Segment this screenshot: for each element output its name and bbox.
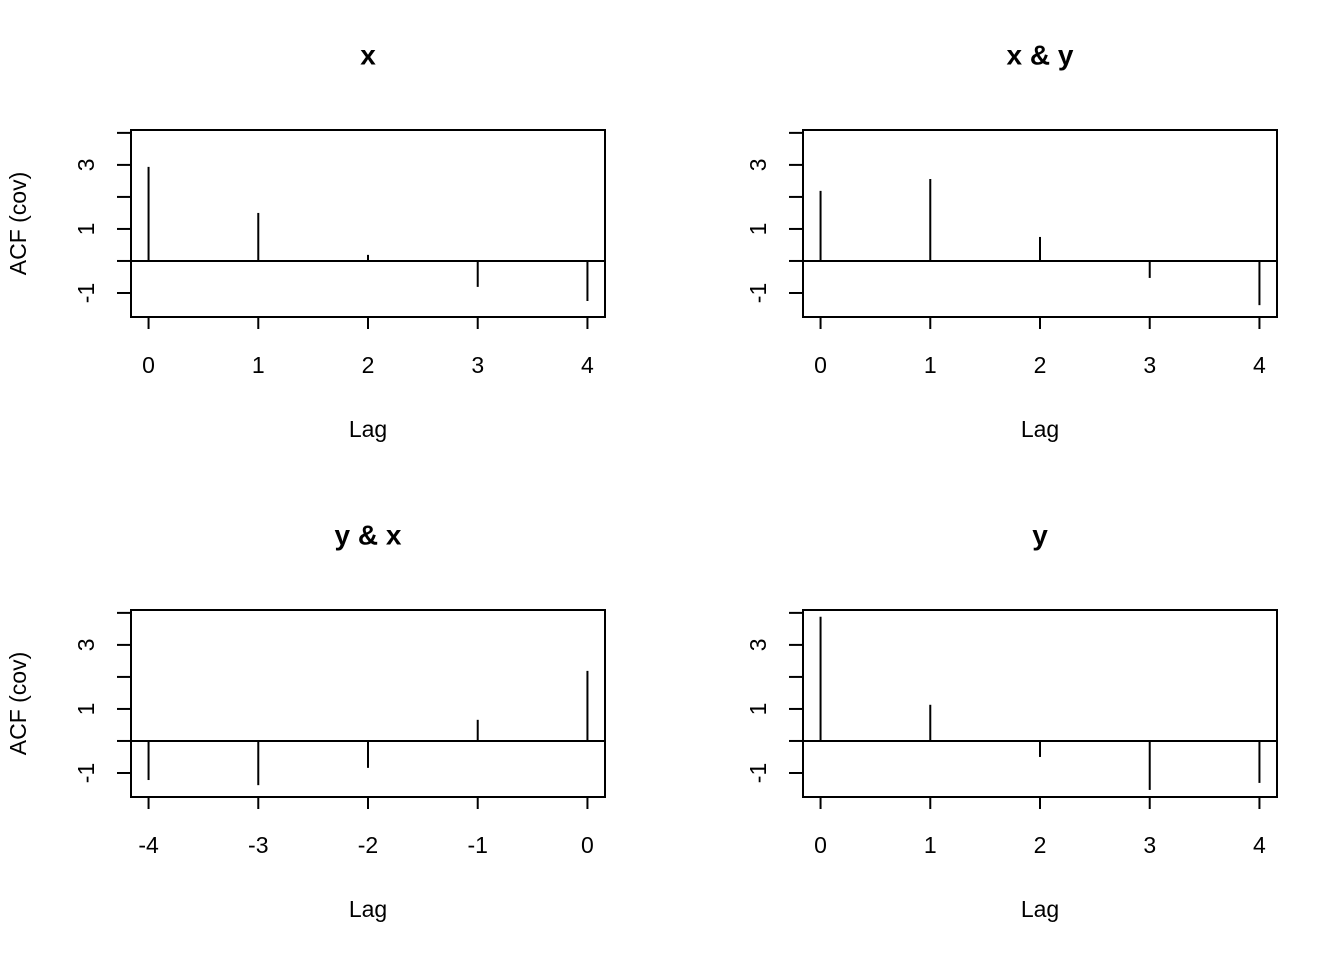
x-axis-label: Lag	[349, 896, 387, 922]
x-tick-label: 1	[924, 352, 937, 378]
chart-title: y & x	[335, 519, 402, 550]
x-tick-label: 2	[1034, 832, 1047, 858]
x-tick-label: 4	[581, 352, 594, 378]
x-tick-label: -3	[248, 832, 268, 858]
x-axis-label: Lag	[1021, 896, 1059, 922]
chart-title: y	[1032, 519, 1048, 550]
plot-box	[802, 609, 1278, 798]
y-tick-label: 1	[73, 703, 99, 716]
x-tick-label: -2	[358, 832, 378, 858]
x-axis-label: Lag	[349, 416, 387, 442]
y-tick-label: 1	[745, 223, 771, 236]
x-tick-label: 4	[1253, 352, 1266, 378]
y-tick-label: 1	[745, 703, 771, 716]
x-tick-label: 3	[1143, 832, 1156, 858]
x-tick-label: 0	[142, 352, 155, 378]
y-tick-label: -1	[73, 763, 99, 783]
chart-title: x & y	[1007, 39, 1074, 70]
y-tick-label: 3	[73, 159, 99, 172]
x-axis-label: Lag	[1021, 416, 1059, 442]
x-tick-label: -1	[467, 832, 487, 858]
x-tick-label: 4	[1253, 832, 1266, 858]
y-tick-label: 3	[73, 639, 99, 652]
x-tick-label: 3	[1143, 352, 1156, 378]
x-tick-label: 1	[252, 352, 265, 378]
plot-box	[130, 129, 606, 318]
y-tick-label: -1	[745, 283, 771, 303]
plot-box	[130, 609, 606, 798]
y-tick-label: -1	[73, 283, 99, 303]
y-axis-label: ACF (cov)	[5, 652, 31, 756]
x-tick-label: 0	[814, 832, 827, 858]
x-tick-label: 3	[471, 352, 484, 378]
y-tick-label: 3	[745, 159, 771, 172]
x-tick-label: -4	[138, 832, 159, 858]
x-tick-label: 1	[924, 832, 937, 858]
x-tick-label: 0	[814, 352, 827, 378]
y-tick-label: 1	[73, 223, 99, 236]
x-tick-label: 2	[1034, 352, 1047, 378]
plot-box	[802, 129, 1278, 318]
y-tick-label: 3	[745, 639, 771, 652]
y-axis-label: ACF (cov)	[5, 172, 31, 276]
x-tick-label: 0	[581, 832, 594, 858]
x-tick-label: 2	[362, 352, 375, 378]
chart-title: x	[360, 39, 376, 70]
y-tick-label: -1	[745, 763, 771, 783]
